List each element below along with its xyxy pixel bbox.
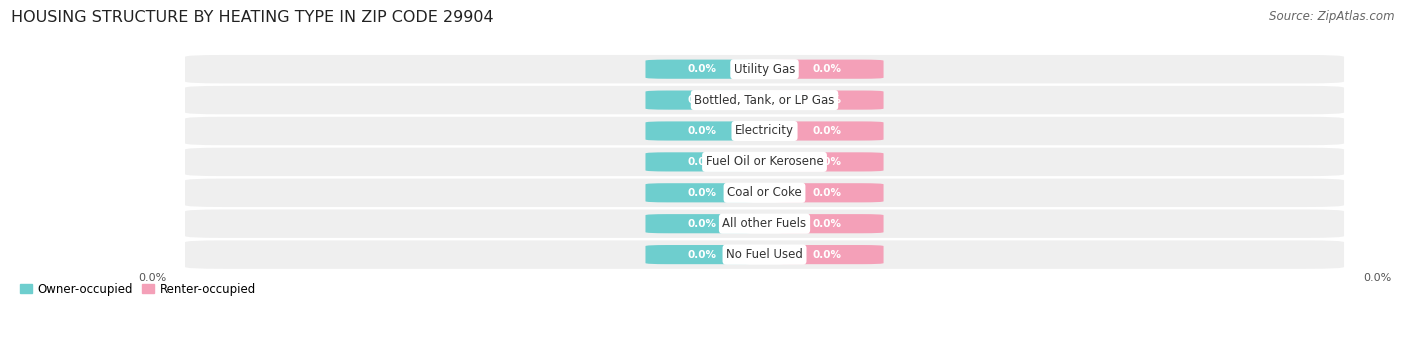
FancyBboxPatch shape xyxy=(770,60,883,79)
Text: 0.0%: 0.0% xyxy=(688,95,717,105)
FancyBboxPatch shape xyxy=(186,179,1344,207)
Text: 0.0%: 0.0% xyxy=(688,188,717,198)
FancyBboxPatch shape xyxy=(645,121,758,140)
FancyBboxPatch shape xyxy=(186,209,1344,238)
Text: 0.0%: 0.0% xyxy=(813,188,842,198)
Text: 0.0%: 0.0% xyxy=(1362,272,1391,283)
Text: Electricity: Electricity xyxy=(735,124,794,137)
FancyBboxPatch shape xyxy=(186,148,1344,176)
Text: 0.0%: 0.0% xyxy=(138,272,166,283)
FancyBboxPatch shape xyxy=(645,183,758,202)
Text: All other Fuels: All other Fuels xyxy=(723,217,807,230)
Text: HOUSING STRUCTURE BY HEATING TYPE IN ZIP CODE 29904: HOUSING STRUCTURE BY HEATING TYPE IN ZIP… xyxy=(11,10,494,25)
Text: 0.0%: 0.0% xyxy=(688,64,717,74)
FancyBboxPatch shape xyxy=(186,86,1344,114)
FancyBboxPatch shape xyxy=(645,60,758,79)
FancyBboxPatch shape xyxy=(770,183,883,202)
FancyBboxPatch shape xyxy=(645,214,758,233)
Text: 0.0%: 0.0% xyxy=(813,250,842,260)
Text: 0.0%: 0.0% xyxy=(688,126,717,136)
FancyBboxPatch shape xyxy=(645,90,758,110)
Text: 0.0%: 0.0% xyxy=(813,126,842,136)
Text: Bottled, Tank, or LP Gas: Bottled, Tank, or LP Gas xyxy=(695,93,835,107)
Text: Coal or Coke: Coal or Coke xyxy=(727,186,801,199)
Text: Utility Gas: Utility Gas xyxy=(734,63,796,76)
FancyBboxPatch shape xyxy=(770,121,883,140)
Text: 0.0%: 0.0% xyxy=(688,157,717,167)
Text: 0.0%: 0.0% xyxy=(813,64,842,74)
FancyBboxPatch shape xyxy=(770,214,883,233)
FancyBboxPatch shape xyxy=(770,152,883,172)
FancyBboxPatch shape xyxy=(186,55,1344,84)
FancyBboxPatch shape xyxy=(645,245,758,264)
FancyBboxPatch shape xyxy=(770,90,883,110)
FancyBboxPatch shape xyxy=(770,245,883,264)
Text: Source: ZipAtlas.com: Source: ZipAtlas.com xyxy=(1270,10,1395,23)
FancyBboxPatch shape xyxy=(645,152,758,172)
FancyBboxPatch shape xyxy=(186,117,1344,145)
Text: 0.0%: 0.0% xyxy=(813,157,842,167)
Text: 0.0%: 0.0% xyxy=(813,95,842,105)
Text: 0.0%: 0.0% xyxy=(813,219,842,229)
Text: Fuel Oil or Kerosene: Fuel Oil or Kerosene xyxy=(706,155,824,168)
Text: No Fuel Used: No Fuel Used xyxy=(725,248,803,261)
Text: 0.0%: 0.0% xyxy=(688,250,717,260)
Legend: Owner-occupied, Renter-occupied: Owner-occupied, Renter-occupied xyxy=(15,278,262,300)
FancyBboxPatch shape xyxy=(186,240,1344,269)
Text: 0.0%: 0.0% xyxy=(688,219,717,229)
